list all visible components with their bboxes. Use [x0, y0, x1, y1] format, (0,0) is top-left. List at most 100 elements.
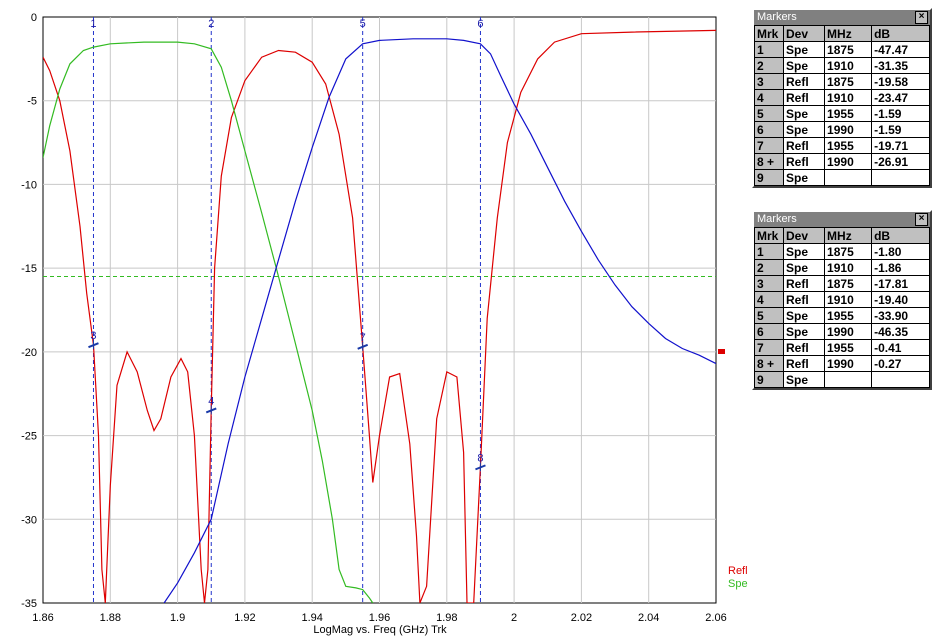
x-tick-label: 1.96 — [369, 612, 390, 624]
markers-panel-title-text: Markers — [757, 213, 797, 225]
marker-value — [871, 169, 930, 186]
marker-line-label: 2 — [208, 18, 214, 30]
marker-number: 1 — [754, 41, 784, 58]
marker-row[interactable]: 9 Spe — [754, 371, 930, 388]
marker-row[interactable]: 8 + Refl 1990 -26.91 — [754, 153, 930, 170]
marker-row[interactable]: 8 + Refl 1990 -0.27 — [754, 355, 930, 372]
marker-trace: Spe — [782, 323, 826, 340]
x-tick-label: 1.92 — [234, 612, 255, 624]
header-db: dB — [871, 25, 930, 42]
marker-number: 4 — [754, 89, 784, 106]
marker-freq: 1955 — [824, 307, 873, 324]
marker-row[interactable]: 1 Spe 1875 -47.47 — [754, 41, 930, 58]
marker-freq: 1910 — [824, 89, 873, 106]
y-tick-label: -15 — [21, 263, 37, 275]
x-tick-label: 2.04 — [638, 612, 659, 624]
marker-row[interactable]: 5 Spe 1955 -33.90 — [754, 307, 930, 324]
marker-trace: Spe — [782, 307, 826, 324]
marker-number: 6 — [754, 323, 784, 340]
marker-trace: Refl — [782, 137, 826, 154]
marker-row[interactable]: 5 Spe 1955 -1.59 — [754, 105, 930, 122]
marker-number: 4 — [754, 291, 784, 308]
marker-value: -17.81 — [871, 275, 930, 292]
marker-value: -1.80 — [871, 243, 930, 260]
marker-value: -26.91 — [871, 153, 930, 170]
markers-panel-1[interactable]: Markers × Mrk Dev MHz dB 1 Spe 1875 -47.47 2… — [752, 8, 932, 188]
x-tick-label: 1.98 — [436, 612, 457, 624]
marker-freq: 1990 — [824, 121, 873, 138]
marker-number: 9 — [754, 371, 784, 388]
marker-value: -46.35 — [871, 323, 930, 340]
marker-trace: Spe — [782, 105, 826, 122]
marker-trace: Refl — [782, 275, 826, 292]
x-tick-labels: 1.86 1.88 1.9 1.92 1.94 1.96 1.98 2 2.02 2.04 2.06 — [32, 612, 726, 624]
marker-value: -23.47 — [871, 89, 930, 106]
series-lines — [43, 29, 716, 603]
series-line-trace-3 — [163, 38, 716, 603]
reference-level-indicator[interactable] — [718, 349, 725, 354]
marker-value: -47.47 — [871, 41, 930, 58]
marker-freq: 1875 — [824, 73, 873, 90]
marker-value: -19.58 — [871, 73, 930, 90]
marker-freq: 1875 — [824, 275, 873, 292]
marker-number: 5 — [754, 105, 784, 122]
marker-row[interactable]: 9 Spe — [754, 169, 930, 186]
marker-lines: 1 2 5 6 — [90, 17, 484, 603]
close-icon[interactable]: × — [915, 213, 928, 226]
series-line-refl — [43, 29, 716, 603]
marker-row[interactable]: 7 Refl 1955 -0.41 — [754, 339, 930, 356]
marker-trace: Spe — [782, 169, 826, 186]
marker-row[interactable]: 7 Refl 1955 -19.71 — [754, 137, 930, 154]
marker-line-label: 1 — [90, 18, 96, 30]
marker-trace: Refl — [782, 73, 826, 90]
gridlines — [43, 17, 716, 603]
x-axis-label: LogMag vs. Freq (GHz) Trk — [313, 624, 447, 636]
marker-number: 5 — [754, 307, 784, 324]
markers-panel-title-text: Markers — [757, 11, 797, 23]
marker-value — [871, 371, 930, 388]
marker-points: 3 4 7 8 — [88, 330, 486, 472]
marker-trace: Spe — [782, 371, 826, 388]
marker-freq: 1875 — [824, 243, 873, 260]
marker-trace: Refl — [782, 89, 826, 106]
marker-value: -19.40 — [871, 291, 930, 308]
marker-number: 7 — [754, 339, 784, 356]
marker-line-label: 5 — [360, 18, 366, 30]
header-dev: Dev — [782, 25, 826, 42]
marker-row[interactable]: 6 Spe 1990 -46.35 — [754, 323, 930, 340]
marker-trace: Spe — [782, 41, 826, 58]
header-mrk: Mrk — [754, 25, 784, 42]
close-icon[interactable]: × — [915, 11, 928, 24]
marker-freq: 1875 — [824, 41, 873, 58]
marker-row[interactable]: 3 Refl 1875 -19.58 — [754, 73, 930, 90]
y-tick-label: -35 — [21, 598, 37, 610]
marker-freq: 1910 — [824, 259, 873, 276]
marker-trace: Refl — [782, 291, 826, 308]
marker-number: 1 — [754, 243, 784, 260]
marker-freq: 1990 — [824, 153, 873, 170]
header-mhz: MHz — [824, 227, 873, 244]
marker-value: -0.41 — [871, 339, 930, 356]
marker-number: 3 — [754, 275, 784, 292]
marker-row[interactable]: 1 Spe 1875 -1.80 — [754, 243, 930, 260]
marker-value: -1.59 — [871, 105, 930, 122]
legend-refl: Refl — [728, 565, 748, 577]
marker-freq: 1910 — [824, 291, 873, 308]
marker-row[interactable]: 3 Refl 1875 -17.81 — [754, 275, 930, 292]
markers-panel-2[interactable]: Markers × Mrk Dev MHz dB 1 Spe 1875 -1.80 2 S… — [752, 210, 932, 390]
marker-row[interactable]: 4 Refl 1910 -19.40 — [754, 291, 930, 308]
marker-row[interactable]: 2 Spe 1910 -31.35 — [754, 57, 930, 74]
markers-panel-title: Markers × — [754, 10, 930, 25]
y-tick-label: 0 — [31, 12, 37, 24]
marker-value: -1.86 — [871, 259, 930, 276]
marker-row[interactable]: 2 Spe 1910 -1.86 — [754, 259, 930, 276]
marker-row[interactable]: 4 Refl 1910 -23.47 — [754, 89, 930, 106]
x-tick-label: 2.02 — [571, 612, 592, 624]
marker-row[interactable]: 6 Spe 1990 -1.59 — [754, 121, 930, 138]
series-line-spe — [43, 41, 374, 603]
marker-point-label: 3 — [90, 330, 96, 342]
x-tick-label: 1.9 — [170, 612, 185, 624]
marker-freq — [824, 371, 873, 388]
marker-number: 8 + — [754, 153, 784, 170]
